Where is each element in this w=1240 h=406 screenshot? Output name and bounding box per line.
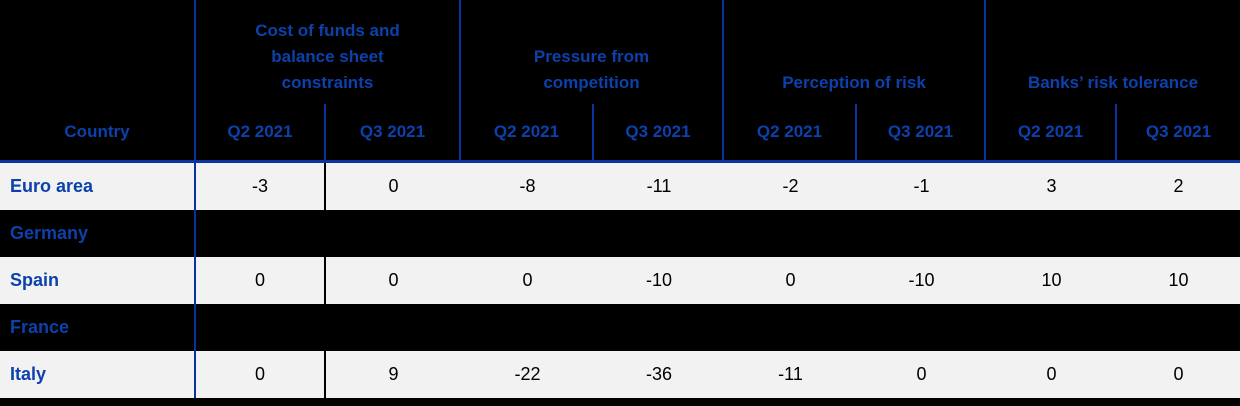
cell-value: -1 <box>913 176 930 196</box>
group-header-perception-of-risk: Perception of risk <box>724 0 986 104</box>
cell-value: 0 <box>1046 364 1057 384</box>
cell-value <box>196 304 326 351</box>
cell-value: -8 <box>519 176 536 196</box>
cell-value: 0 <box>916 364 927 384</box>
row-label: Spain <box>0 257 196 304</box>
bottom-bar <box>0 398 1240 406</box>
cell-value <box>1117 210 1240 257</box>
cell-value: 2 <box>1173 176 1184 196</box>
group-header-banks-risk-tolerance: Banks’ risk tolerance <box>1027 73 1199 92</box>
column-header-q3-4: Q3 2021 <box>1145 122 1212 141</box>
cell-value: -10 <box>908 270 935 290</box>
cell-value <box>724 304 857 351</box>
cell-value: -11 <box>778 364 803 384</box>
row-label: France <box>0 304 196 351</box>
cell-value: 0 <box>196 351 326 398</box>
row-label: Germany <box>0 210 196 257</box>
column-header-q3-1: Q3 2021 <box>326 104 461 160</box>
cell-value: 10 <box>1168 270 1189 290</box>
cell-value: 0 <box>388 270 399 290</box>
cell-value <box>326 210 461 257</box>
table-row-spain: Spain 0 0 0 -10 0 -10 10 10 <box>0 257 1240 304</box>
group-header-cost-of-funds: Cost of funds and balance sheet constrai… <box>196 0 461 104</box>
group-header-row: Cost of funds and balance sheet constrai… <box>0 0 1240 104</box>
cell-value: 0 <box>196 257 326 304</box>
column-header-q3-3: Q3 2021 <box>857 104 986 160</box>
table-row-italy: Italy 0 9 -22 -36 -11 0 0 0 <box>0 351 1240 398</box>
cell-value: -11 <box>646 176 672 196</box>
cell-value <box>594 304 724 351</box>
cell-value <box>1117 304 1240 351</box>
row-label: Italy <box>0 351 196 398</box>
cell-value <box>857 304 986 351</box>
column-header-q2-1: Q2 2021 <box>196 104 326 160</box>
column-header-country: Country <box>0 104 196 160</box>
table-row-germany: Germany <box>0 210 1240 257</box>
column-header-row: Country Q2 2021 Q3 2021 Q2 2021 Q3 2021 … <box>0 104 1240 160</box>
cell-value: 0 <box>522 270 533 290</box>
row-label: Euro area <box>0 163 196 210</box>
column-header-q2-3: Q2 2021 <box>724 104 857 160</box>
cell-value: 9 <box>388 364 399 384</box>
cell-value: -22 <box>514 364 541 384</box>
column-header-q2-2: Q2 2021 <box>461 104 594 160</box>
cell-value: -10 <box>645 270 672 290</box>
corner-cell <box>0 0 196 104</box>
table-row-euro-area: Euro area -3 0 -8 -11 -2 -1 3 2 <box>0 163 1240 210</box>
cell-value: 0 <box>785 270 796 290</box>
cell-value: 10 <box>1041 270 1062 290</box>
cell-value: -3 <box>196 163 326 210</box>
column-header-q2-4: Q2 2021 <box>986 104 1117 160</box>
cell-value <box>857 210 986 257</box>
cell-value: 3 <box>1046 176 1057 196</box>
cell-value <box>986 304 1117 351</box>
group-header-pressure-competition: Pressure from competition <box>461 0 724 104</box>
cell-value: 0 <box>1173 364 1184 384</box>
cell-value <box>724 210 857 257</box>
header-divider-line <box>0 160 1240 163</box>
cell-value <box>326 304 461 351</box>
cell-value: 0 <box>388 176 399 196</box>
cell-value <box>461 304 594 351</box>
cell-value: -36 <box>645 364 672 384</box>
cell-value: -2 <box>782 176 799 196</box>
cell-value <box>196 210 326 257</box>
cell-value <box>461 210 594 257</box>
table-row-france: France <box>0 304 1240 351</box>
cell-value <box>594 210 724 257</box>
cell-value <box>986 210 1117 257</box>
column-header-q3-2: Q3 2021 <box>594 104 724 160</box>
